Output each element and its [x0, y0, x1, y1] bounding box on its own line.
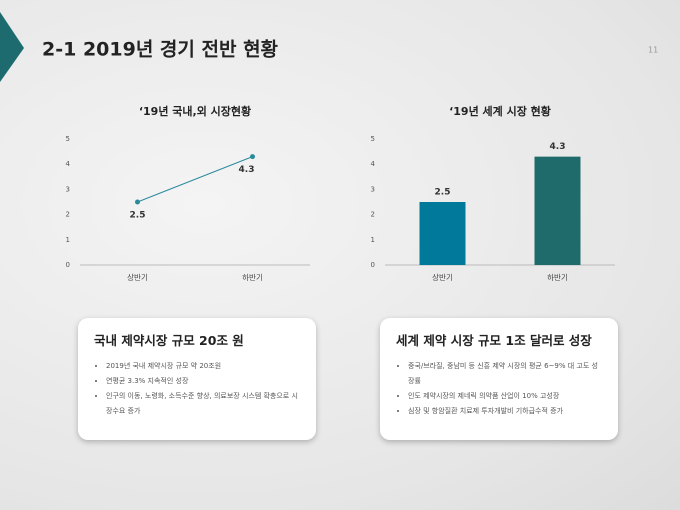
- y-tick-label: 0: [66, 261, 70, 269]
- bullet: 2019년 국내 제약시장 규모 약 20조원: [106, 359, 302, 374]
- slide-title: 2-1 2019년 경기 전반 현황: [42, 38, 279, 61]
- x-tick-label: 상반기: [432, 272, 453, 282]
- chart-title: ‘19년 국내,외 시장현황: [139, 104, 251, 118]
- bullet-list: 2019년 국내 제약시장 규모 약 20조원연평균 3.3% 지속적인 성장인…: [92, 359, 302, 419]
- chart-title: ‘19년 세계 시장 현황: [449, 104, 551, 118]
- x-tick-label: 하반기: [242, 272, 263, 282]
- bar: [419, 202, 466, 265]
- box-title: 세계 제약 시장 규모 1조 달러로 성장: [396, 333, 592, 348]
- x-tick-label: 하반기: [547, 272, 568, 282]
- y-tick-label: 5: [371, 135, 375, 143]
- bullet-list: 중국/브라질, 중남미 등 신흥 제약 시장의 평균 6~9% 대 고도 성장률…: [394, 359, 604, 419]
- info-box: 세계 제약 시장 규모 1조 달러로 성장 중국/브라질, 중남미 등 신흥 제…: [380, 318, 618, 440]
- y-tick-label: 3: [371, 185, 375, 193]
- corner-shape: [0, 12, 24, 82]
- y-tick-label: 1: [66, 236, 70, 244]
- data-label: 2.5: [130, 211, 146, 221]
- data-label: 4.3: [239, 165, 255, 175]
- point: [250, 154, 255, 160]
- y-tick-label: 2: [371, 211, 375, 219]
- bullet: 심장 및 항암질환 치료제 투자개발비 기하급수적 증가: [408, 404, 604, 419]
- y-tick-label: 4: [66, 160, 71, 168]
- page-number: 11: [648, 46, 658, 55]
- y-tick-label: 1: [371, 236, 375, 244]
- data-label: 2.5: [435, 188, 451, 198]
- data-label: 4.3: [550, 142, 566, 152]
- y-tick-label: 3: [66, 185, 70, 193]
- y-tick-label: 0: [371, 261, 375, 269]
- info-box: 국내 제약시장 규모 20조 원 2019년 국내 제약시장 규모 약 20조원…: [78, 318, 316, 440]
- y-tick-label: 5: [66, 135, 70, 143]
- bullet: 연평균 3.3% 지속적인 성장: [106, 374, 302, 389]
- y-tick-label: 4: [371, 160, 376, 168]
- point: [135, 199, 140, 205]
- x-tick-label: 상반기: [127, 272, 148, 282]
- box-title: 국내 제약시장 규모 20조 원: [94, 333, 244, 348]
- bullet: 인도 제약시장의 제네릭 의약품 산업이 10% 고성장: [408, 389, 604, 404]
- y-tick-label: 2: [66, 211, 70, 219]
- bar: [534, 156, 581, 265]
- line: [137, 156, 253, 203]
- bullet: 중국/브라질, 중남미 등 신흥 제약 시장의 평균 6~9% 대 고도 성장률: [408, 359, 604, 389]
- bullet: 인구의 이동, 노령화, 소득수준 향상, 의료보장 시스템 확충으로 시장수요…: [106, 389, 302, 419]
